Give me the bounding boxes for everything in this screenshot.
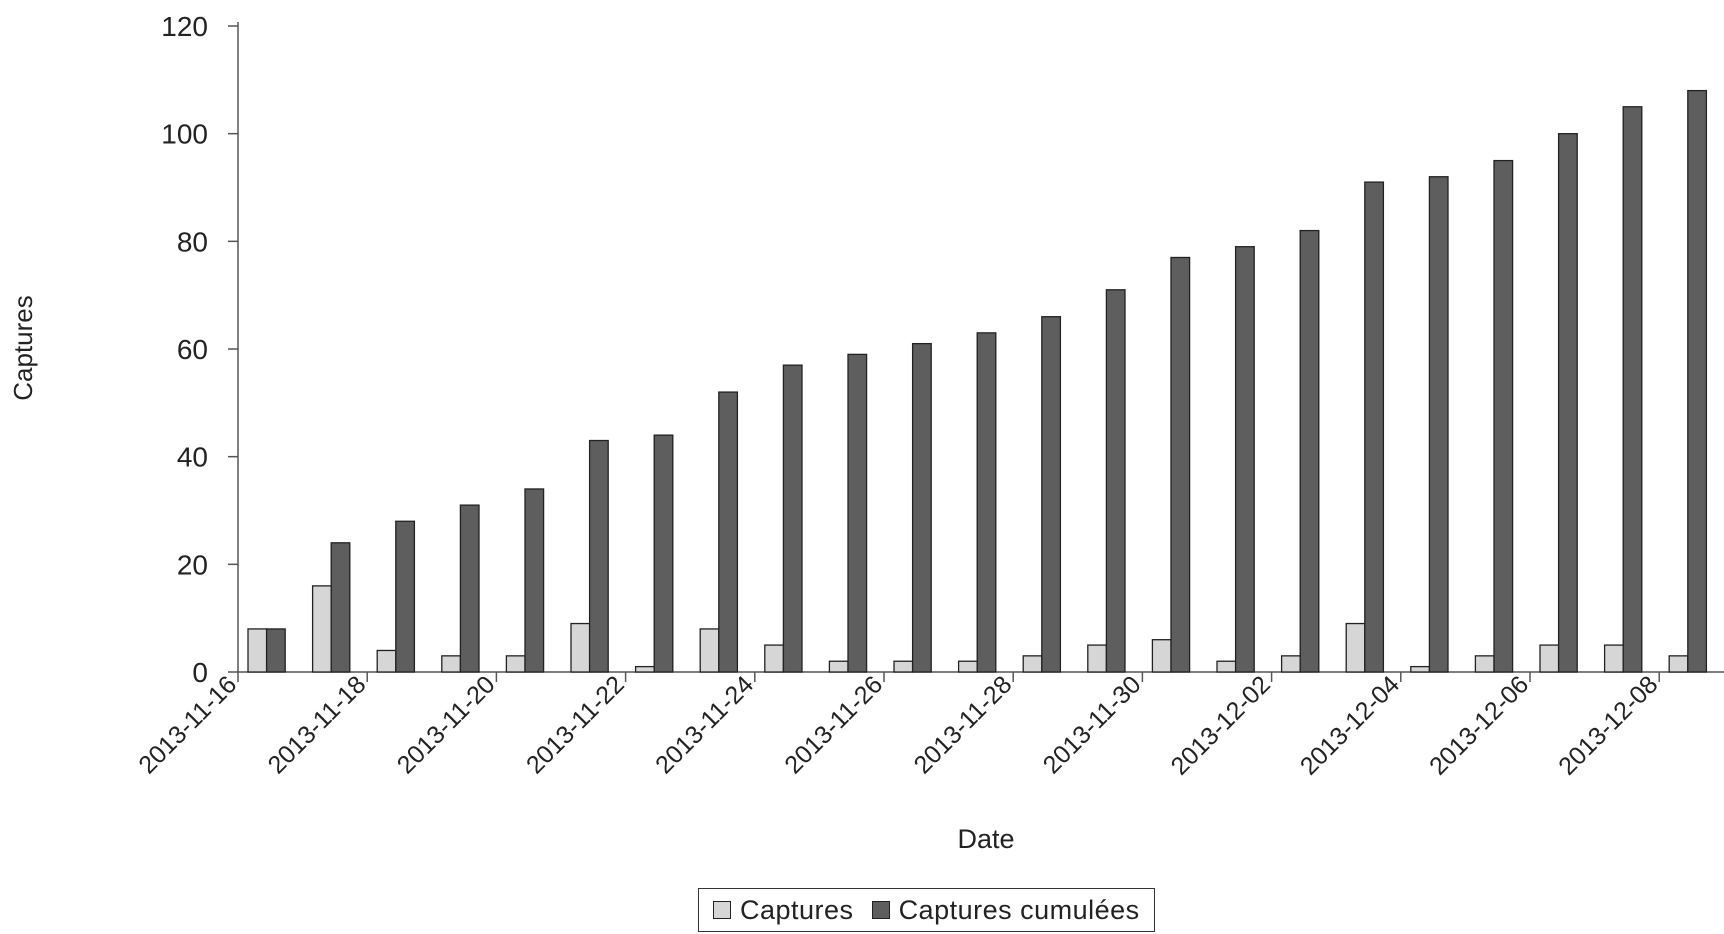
x-tick-label: 2013-11-22 <box>521 670 630 779</box>
x-tick-label: 2013-12-08 <box>1553 670 1663 780</box>
bar-captures <box>441 655 462 673</box>
bar-captures-cumulees <box>395 520 416 673</box>
bar-captures <box>1216 660 1237 673</box>
bar-captures-cumulees <box>524 488 545 673</box>
bar-captures <box>1280 655 1301 673</box>
y-tick-label: 0 <box>192 657 208 688</box>
legend-swatch-captures <box>713 901 731 919</box>
bar-captures-cumulees <box>1557 133 1578 673</box>
bar-captures <box>505 655 526 673</box>
x-tick-label: 2013-11-26 <box>779 670 888 779</box>
bar-captures-cumulees <box>1493 159 1514 673</box>
y-tick-label: 120 <box>161 11 208 42</box>
bar-captures <box>893 660 914 673</box>
x-tick-label: 2013-12-04 <box>1295 670 1405 780</box>
y-tick-label: 40 <box>177 442 208 473</box>
bar-captures <box>1087 644 1108 673</box>
bar-captures <box>764 644 785 673</box>
bar-captures-cumulees <box>1041 316 1062 673</box>
x-axis-title: Date <box>957 824 1014 854</box>
bar-captures <box>570 622 591 673</box>
bar-captures-cumulees <box>718 391 739 673</box>
bar-captures-cumulees <box>330 542 351 673</box>
bar-captures <box>247 628 268 673</box>
bar-captures <box>1022 655 1043 673</box>
bar-captures-cumulees <box>653 434 674 673</box>
bar-captures-cumulees <box>847 353 868 673</box>
y-tick-label: 20 <box>177 549 208 580</box>
bar-captures <box>699 628 720 673</box>
bar-captures <box>957 660 978 673</box>
bar-captures <box>311 585 332 673</box>
bar-captures <box>376 649 397 673</box>
bar-captures-cumulees <box>1234 246 1255 673</box>
bar-captures <box>1474 655 1495 673</box>
bar-captures-cumulees <box>1170 256 1191 673</box>
x-tick-label: 2013-12-06 <box>1424 670 1534 780</box>
bar-captures <box>1410 665 1431 673</box>
bar-captures-cumulees <box>1428 176 1449 673</box>
x-tick-label: 2013-11-16 <box>133 670 242 779</box>
bar-captures <box>828 660 849 673</box>
bar-captures-cumulees <box>1299 229 1320 673</box>
y-tick-label: 80 <box>177 226 208 257</box>
legend-swatch-captures-cumulees <box>871 901 890 919</box>
x-tick-label: 2013-11-18 <box>263 670 372 779</box>
bar-captures <box>1603 644 1624 673</box>
x-tick-label: 2013-11-30 <box>1038 670 1147 779</box>
bar-captures-cumulees <box>1364 181 1385 673</box>
y-tick-label: 100 <box>161 119 208 150</box>
bar-captures <box>1539 644 1560 673</box>
y-axis-title: Captures <box>8 295 38 401</box>
bar-captures-cumulees <box>588 439 609 673</box>
legend-label-captures: Captures <box>740 894 854 925</box>
bar-captures-cumulees <box>1622 106 1643 673</box>
bar-captures <box>634 665 655 673</box>
legend-label-captures-cumulees: Captures cumulées <box>898 894 1140 925</box>
x-tick-label: 2013-11-28 <box>909 670 1018 779</box>
bar-captures-cumulees <box>782 364 803 673</box>
bar-captures <box>1345 622 1366 673</box>
x-tick-label: 2013-11-24 <box>650 670 759 779</box>
bar-captures-cumulees <box>976 332 997 673</box>
bar-captures-cumulees <box>1687 89 1708 673</box>
bar-captures <box>1151 639 1172 673</box>
x-tick-label: 2013-12-02 <box>1166 670 1276 780</box>
bar-captures-cumulees <box>459 504 480 673</box>
legend-item-captures: Captures <box>713 895 854 926</box>
bar-captures-cumulees <box>1105 289 1126 673</box>
legend-item-captures-cumulees: Captures cumulées <box>871 894 1140 926</box>
y-tick-label: 60 <box>177 334 208 365</box>
bar-captures-cumulees <box>911 342 932 673</box>
legend: Captures Captures cumulées <box>698 888 1155 932</box>
x-tick-label: 2013-11-20 <box>392 670 501 779</box>
bar-captures <box>1668 655 1689 673</box>
bar-captures-cumulees <box>265 628 286 673</box>
